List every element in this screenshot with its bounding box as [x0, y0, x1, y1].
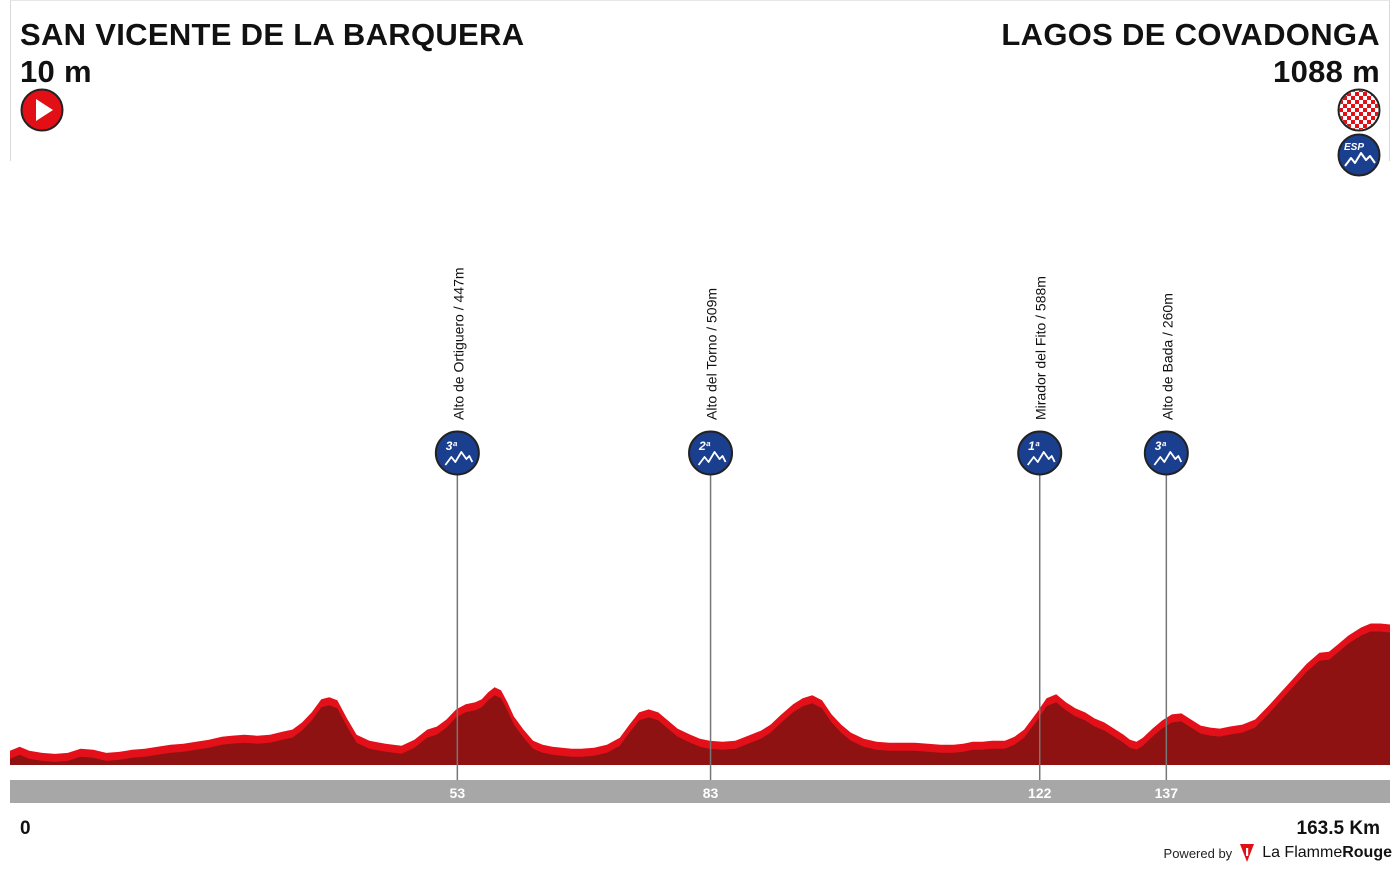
mountain-icon	[1153, 451, 1183, 466]
esp-label: ESP	[1344, 142, 1364, 153]
start-altitude: 10 m	[20, 54, 92, 89]
brand-name-light: La Flamme	[1262, 844, 1343, 861]
climb-category-icon	[688, 430, 734, 476]
climb-km-label: 122	[1028, 785, 1052, 801]
finish-town-name: LAGOS DE COVADONGA	[1001, 17, 1380, 52]
climb-km-label: 53	[450, 785, 466, 801]
climb-category-label: 3ª	[446, 439, 458, 453]
km-start-label: 0	[20, 818, 31, 839]
climb-marker: 1ª Mirador del Fito / 588m	[1017, 276, 1063, 781]
climb-marker: 3ª Alto de Ortiguero / 447m	[434, 267, 480, 781]
mountain-icon	[697, 451, 727, 466]
finish-altitude: 1088 m	[1273, 54, 1380, 89]
summit-finish-icon: ESP	[1337, 133, 1381, 177]
climb-marker: 2ª Alto del Torno / 509m	[688, 288, 734, 781]
mountain-icon	[444, 451, 474, 466]
powered-by-credit: Powered by La FlammeRouge	[1164, 843, 1392, 863]
climb-category-icon	[434, 430, 480, 476]
km-end-label: 163.5 Km	[1296, 818, 1380, 839]
brand-name-bold: Rouge	[1342, 844, 1392, 861]
brand-name: La FlammeRouge	[1262, 844, 1392, 862]
climb-category-label: 1ª	[1028, 439, 1040, 453]
climb-km-label: 83	[703, 785, 719, 801]
finish-checkered-icon	[1337, 88, 1381, 132]
start-town-name: SAN VICENTE DE LA BARQUERA	[20, 17, 525, 52]
chart-frame	[10, 0, 1390, 161]
climb-marker: 3ª Alto de Bada / 260m	[1143, 293, 1189, 781]
climb-category-label: 2ª	[698, 439, 711, 453]
start-play-icon	[20, 88, 64, 132]
km-bar	[10, 780, 1390, 803]
climb-category-icon	[1017, 430, 1063, 476]
climb-name-label: Mirador del Fito / 588m	[1033, 276, 1049, 420]
climb-name-label: Alto de Ortiguero / 447m	[450, 267, 466, 420]
climb-category-label: 3ª	[1155, 439, 1167, 453]
climb-km-label: 137	[1155, 785, 1179, 801]
profile-area	[10, 631, 1390, 765]
flamme-rouge-logo-icon	[1240, 844, 1255, 862]
climb-category-icon	[1143, 430, 1189, 476]
climb-name-label: Alto de Bada / 260m	[1159, 293, 1175, 420]
mountain-icon	[1027, 451, 1056, 466]
powered-by-text: Powered by	[1163, 845, 1233, 861]
climb-name-label: Alto del Torno / 509m	[704, 288, 720, 420]
